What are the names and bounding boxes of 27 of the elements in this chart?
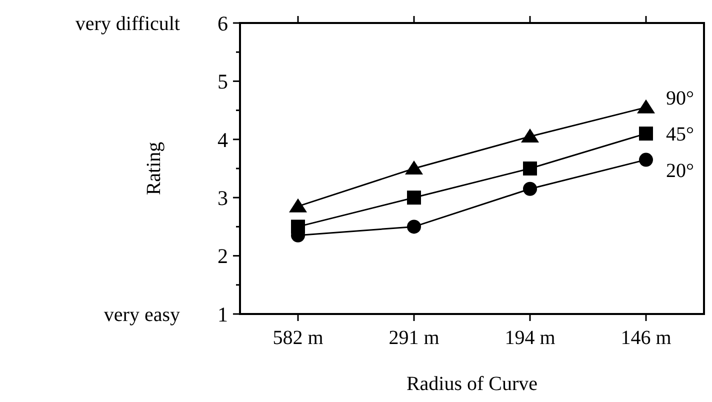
point: [407, 190, 421, 205]
point: [521, 128, 539, 142]
y-tick-label: 4: [218, 128, 228, 152]
point: [639, 152, 653, 167]
x-tick-label: 194 m: [504, 327, 556, 349]
x-tick-label: 146 m: [620, 327, 672, 349]
y-tick-label: 2: [218, 244, 228, 268]
point: [289, 198, 307, 212]
point: [639, 126, 653, 141]
y-tick-label: 3: [218, 186, 228, 210]
point: [407, 220, 421, 234]
y-tick-label: 1: [218, 302, 228, 326]
text: very difficult: [75, 13, 180, 35]
point: [405, 160, 423, 174]
series-label: 90°: [666, 87, 694, 110]
point: [637, 99, 655, 114]
x-tick-label: 291 m: [388, 327, 440, 349]
series-label: 45°: [666, 124, 694, 146]
x-axis-title: Radius of Curve: [406, 373, 538, 395]
y-axis-title: Rating: [143, 142, 165, 196]
x-tick-label: 582 m: [272, 327, 324, 349]
series-label: 20°: [666, 160, 694, 182]
y-tick-label: 5: [218, 70, 228, 94]
y-tick-label: 6: [218, 11, 228, 36]
text: very easy: [104, 304, 180, 326]
point: [523, 182, 537, 196]
point: [523, 162, 537, 176]
